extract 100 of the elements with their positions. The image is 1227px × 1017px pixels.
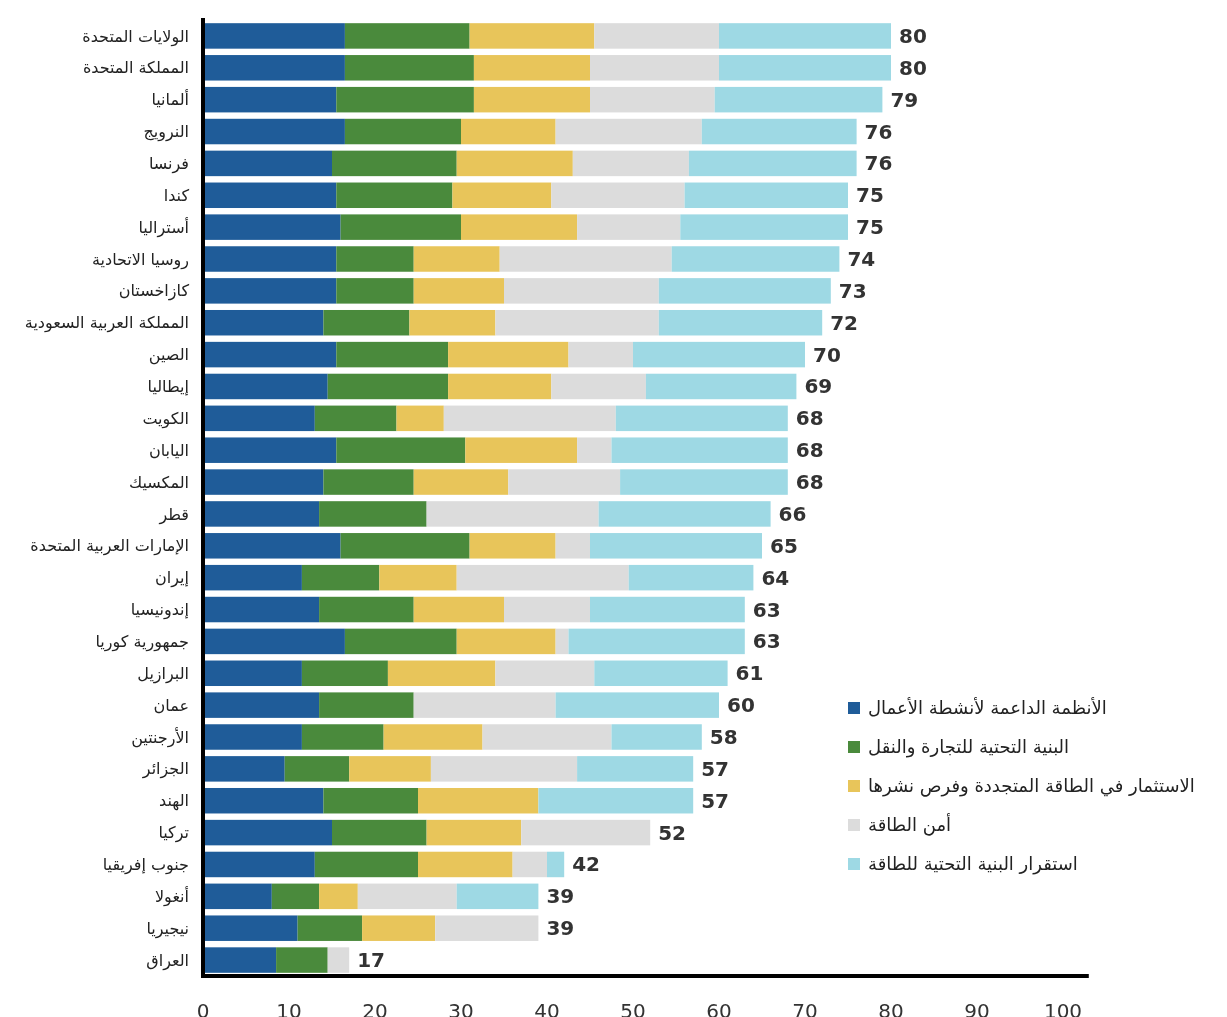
bar xyxy=(203,437,337,463)
bar xyxy=(301,660,388,687)
bar xyxy=(327,947,350,973)
bar xyxy=(284,756,350,782)
total-label: 57 xyxy=(701,788,730,813)
total-label: 79 xyxy=(890,87,919,112)
total-label: 68 xyxy=(795,470,824,495)
bar xyxy=(418,787,539,814)
bar xyxy=(473,86,590,113)
total-label: 80 xyxy=(899,23,927,48)
y-tick-label: أستراليا xyxy=(138,216,189,238)
bar xyxy=(628,564,754,591)
bar xyxy=(645,373,797,400)
y-tick-label: إندونيسيا xyxy=(130,600,189,621)
bar xyxy=(336,86,474,113)
bar xyxy=(203,692,320,718)
bar xyxy=(461,214,578,240)
bar xyxy=(495,309,659,336)
total-label: 58 xyxy=(709,725,738,749)
bar xyxy=(323,469,414,495)
bar xyxy=(203,915,298,941)
total-label: 74 xyxy=(847,247,876,271)
y-tick-label: الأرجنتين xyxy=(131,726,189,748)
bar xyxy=(297,915,363,941)
bar xyxy=(495,660,595,687)
y-tick-label: جمهورية كوريا xyxy=(95,632,189,652)
bar xyxy=(473,55,590,81)
bar xyxy=(396,405,444,432)
bar xyxy=(590,533,762,559)
bar xyxy=(271,883,320,910)
y-tick-label: الكويت xyxy=(142,408,189,429)
y-tick-label: أنغولا xyxy=(154,885,189,907)
total-label: 63 xyxy=(752,629,781,654)
total-label: 17 xyxy=(357,948,386,973)
y-tick-label: كندا xyxy=(163,185,190,205)
bar xyxy=(276,947,328,973)
bar xyxy=(203,596,320,623)
y-tick-label: إيران xyxy=(155,568,189,589)
bar xyxy=(555,118,702,145)
bar xyxy=(340,533,470,559)
bar xyxy=(203,660,302,687)
y-tick-label: اليابان xyxy=(148,440,189,460)
bar xyxy=(319,692,414,718)
bar xyxy=(203,86,337,113)
bar xyxy=(469,533,556,559)
bar xyxy=(203,23,345,49)
total-label: 68 xyxy=(795,406,824,431)
bar xyxy=(620,469,788,495)
bar xyxy=(323,309,410,336)
y-tick-label: العراق xyxy=(146,950,189,971)
bar xyxy=(426,819,522,846)
bar xyxy=(577,756,694,782)
bar xyxy=(615,405,788,432)
bar xyxy=(577,437,612,463)
bar xyxy=(658,309,823,336)
total-label: 39 xyxy=(546,916,575,941)
y-tick-label: قطر xyxy=(158,504,189,525)
bar xyxy=(555,533,590,559)
bar xyxy=(203,533,341,559)
bar xyxy=(551,373,646,400)
bar xyxy=(413,469,509,495)
y-tick-label: ألمانيا xyxy=(151,89,189,110)
total-label: 64 xyxy=(761,565,790,590)
bar xyxy=(357,883,457,910)
bar xyxy=(203,724,302,750)
bar xyxy=(336,182,453,209)
bar xyxy=(314,851,418,878)
legend-label: الاستثمار في الطاقة المتجددة وفرص نشرها xyxy=(868,775,1195,798)
bar xyxy=(568,628,745,655)
bar xyxy=(203,469,324,495)
legend-label: استقرار البنية التحتية للطاقة xyxy=(868,853,1078,876)
bar xyxy=(684,182,848,209)
bar xyxy=(336,341,449,368)
bar xyxy=(680,214,848,240)
bar xyxy=(203,628,345,655)
total-label: 63 xyxy=(752,597,781,622)
bar xyxy=(443,405,616,432)
bar xyxy=(714,86,883,113)
bar xyxy=(555,628,569,655)
bar xyxy=(203,947,277,973)
bar xyxy=(671,246,840,272)
total-label: 57 xyxy=(701,756,730,781)
bar xyxy=(203,55,345,81)
y-tick-label: جنوب إفريقيا xyxy=(102,855,189,876)
bar xyxy=(344,118,461,145)
bar xyxy=(590,55,719,81)
bar xyxy=(203,883,272,910)
bar xyxy=(701,118,857,145)
bar xyxy=(301,564,380,591)
total-label: 69 xyxy=(804,374,833,399)
total-label: 80 xyxy=(899,55,927,80)
bar xyxy=(413,596,504,623)
bar xyxy=(719,55,891,81)
y-tick-label: المكسيك xyxy=(129,472,189,492)
bar xyxy=(594,660,728,687)
bar xyxy=(340,214,461,240)
total-label: 75 xyxy=(856,183,884,208)
total-label: 72 xyxy=(830,310,859,335)
y-tick-label: فرنسا xyxy=(148,154,189,174)
total-label: 61 xyxy=(735,661,764,686)
